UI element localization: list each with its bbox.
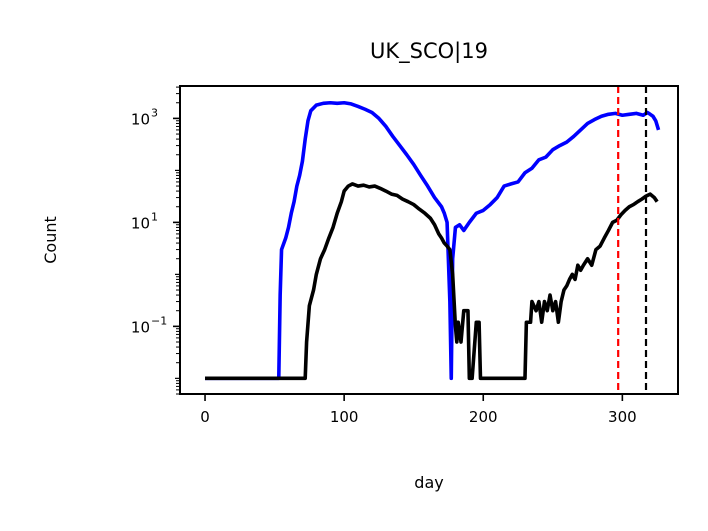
y-tick-label: 10 xyxy=(131,318,150,336)
x-tick-label: 100 xyxy=(330,408,359,426)
y-tick-exponent: 1 xyxy=(151,210,158,223)
data-layer xyxy=(205,86,661,394)
y-tick-exponent: −1 xyxy=(151,314,167,327)
x-tick-label: 200 xyxy=(469,408,498,426)
y-tick-label: 10 xyxy=(131,110,150,128)
y-axis-label: Count xyxy=(41,216,60,264)
y-tick-exponent: 3 xyxy=(151,106,158,119)
series-line-2 xyxy=(205,182,659,381)
x-tick-label: 0 xyxy=(200,408,210,426)
chart-title: UK_SCO|19 xyxy=(370,39,488,64)
series-line-1 xyxy=(205,100,661,381)
x-axis-label: day xyxy=(414,473,443,492)
x-tick-label: 300 xyxy=(608,408,637,426)
plot-frame xyxy=(179,85,679,395)
y-tick-label: 10 xyxy=(131,214,150,232)
